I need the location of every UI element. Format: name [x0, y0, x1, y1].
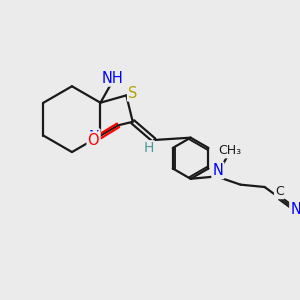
- Text: S: S: [128, 85, 137, 100]
- Text: H: H: [143, 141, 154, 155]
- Text: NH: NH: [101, 70, 123, 86]
- Text: N: N: [290, 202, 300, 217]
- Text: C: C: [275, 185, 284, 198]
- Text: N: N: [212, 163, 224, 178]
- Text: N: N: [88, 130, 99, 145]
- Text: O: O: [88, 133, 99, 148]
- Text: CH₃: CH₃: [219, 144, 242, 158]
